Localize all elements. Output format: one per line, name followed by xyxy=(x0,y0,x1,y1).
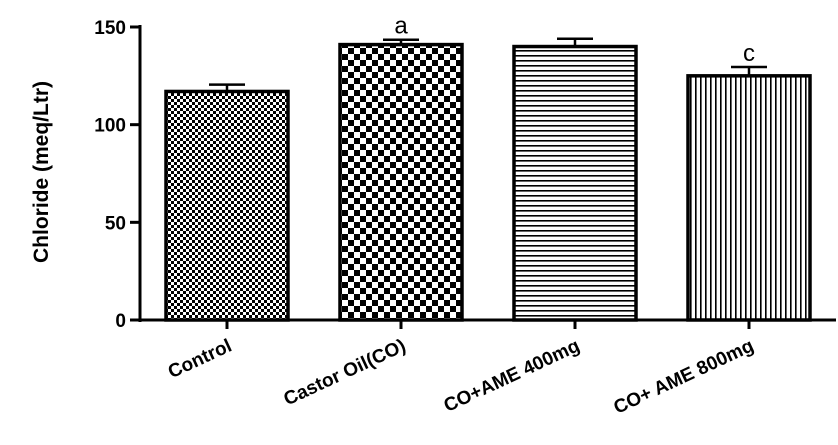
bar-1 xyxy=(338,42,464,322)
bars-group: ac xyxy=(164,13,812,322)
y-tick-label: 100 xyxy=(94,116,126,137)
bar-0 xyxy=(164,89,290,322)
y-axis: 0 50 100 150 xyxy=(94,18,142,332)
x-category-label: Control xyxy=(165,335,235,383)
bar-3 xyxy=(686,74,812,322)
x-axis: Control Castor Oil(CO) CO+AME 400mg CO+ AME… xyxy=(139,318,836,419)
significance-label: c xyxy=(743,40,755,67)
y-tick-label: 0 xyxy=(115,311,126,332)
x-category-label: CO+ AME 800mg xyxy=(611,335,758,418)
x-category-label: CO+AME 400mg xyxy=(441,335,583,416)
bar-2 xyxy=(512,44,638,322)
y-axis-title: Chloride (meq/Ltr) xyxy=(30,81,53,263)
y-tick-label: 50 xyxy=(105,213,126,234)
significance-label: a xyxy=(394,13,408,40)
x-category-label: Castor Oil(CO) xyxy=(281,335,409,410)
y-tick-label: 150 xyxy=(94,18,126,39)
